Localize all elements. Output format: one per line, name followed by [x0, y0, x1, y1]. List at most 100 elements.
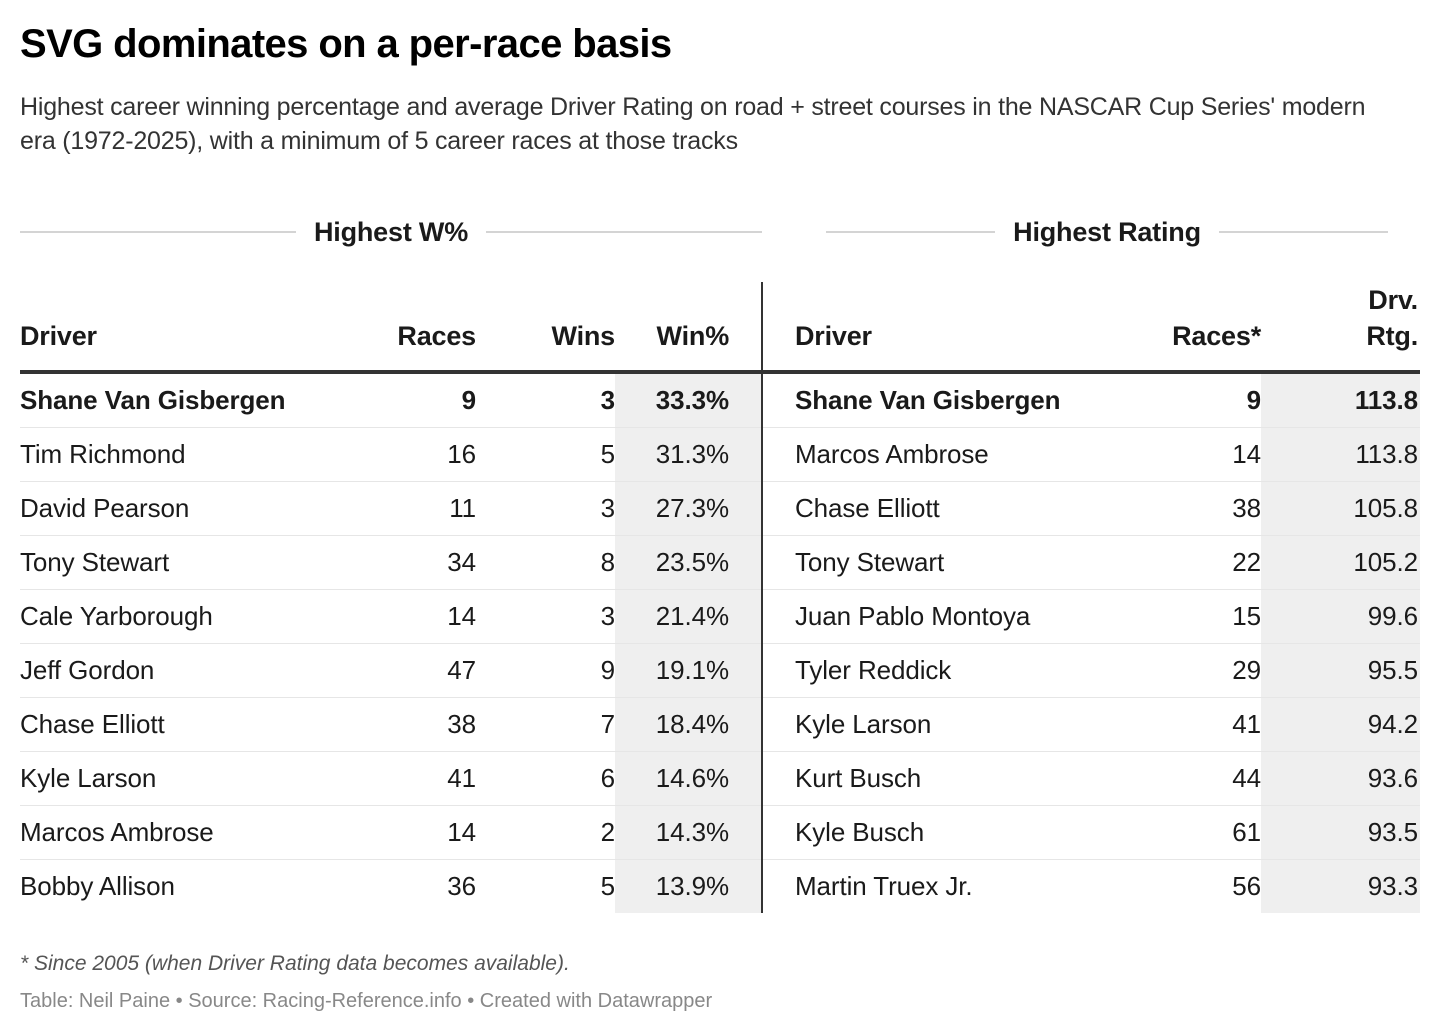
cell-driver: Tony Stewart	[762, 535, 1130, 590]
data-table: Driver Races Wins Win% Driver Races* Drv…	[20, 282, 1420, 913]
table-row: Chase Elliott 38 7 18.4% Kyle Larson 41 …	[20, 697, 1420, 752]
cell-races: 14	[1130, 427, 1261, 482]
cell-rating: 105.8	[1261, 481, 1420, 536]
table-row: Bobby Allison 36 5 13.9% Martin Truex Jr…	[20, 859, 1420, 913]
cell-wins: 5	[476, 427, 615, 482]
cell-driver: David Pearson	[20, 481, 330, 536]
rating-header-line1: Drv.	[1368, 285, 1418, 315]
cell-wins: 6	[476, 751, 615, 806]
cell-driver: Martin Truex Jr.	[795, 871, 973, 901]
group-label: Highest Rating	[1013, 216, 1201, 247]
table-row: Marcos Ambrose 14 2 14.3% Kyle Busch 61 …	[20, 805, 1420, 860]
column-header-races[interactable]: Races	[330, 282, 476, 374]
group-rule-left	[826, 231, 996, 233]
cell-rating: 99.6	[1261, 589, 1420, 644]
cell-rating: 95.5	[1261, 643, 1420, 698]
cell-win-pct: 33.3%	[615, 372, 763, 428]
cell-win-pct: 19.1%	[615, 643, 763, 698]
cell-races: 38	[1130, 481, 1261, 536]
cell-races: 29	[1130, 643, 1261, 698]
cell-wins: 8	[476, 535, 615, 590]
cell-wins: 2	[476, 805, 615, 860]
table-row: Kyle Larson 41 6 14.6% Kurt Busch 44 93.…	[20, 751, 1420, 806]
cell-driver: Kurt Busch	[762, 751, 1130, 806]
column-header-win-pct-label: Win%	[656, 321, 730, 351]
cell-wins: 3	[476, 481, 615, 536]
cell-driver: Tim Richmond	[20, 427, 330, 482]
cell-races: 22	[1130, 535, 1261, 590]
cell-win-pct: 14.6%	[615, 751, 763, 806]
cell-rating: 94.2	[1261, 697, 1420, 752]
cell-wins: 5	[600, 871, 615, 901]
cell-win-pct: 14.3%	[615, 805, 763, 860]
cell-races: 56	[1232, 871, 1261, 901]
chart-title: SVG dominates on a per-race basis	[20, 22, 672, 66]
chart-subtitle: Highest career winning percentage and av…	[20, 93, 1366, 155]
group-rule-right	[486, 231, 763, 233]
cell-win-pct: 13.9%	[615, 859, 763, 913]
cell-driver: Shane Van Gisbergen	[762, 372, 1130, 428]
cell-races: 16	[330, 427, 476, 482]
cell-driver: Kyle Larson	[20, 751, 330, 806]
cell-races: 9	[1130, 372, 1261, 428]
cell-races: 44	[1130, 751, 1261, 806]
cell-win-pct: 23.5%	[615, 535, 763, 590]
table-row: David Pearson 11 3 27.3% Chase Elliott 3…	[20, 481, 1420, 536]
cell-win-pct: 27.3%	[615, 481, 763, 536]
column-header-win-pct[interactable]: Win%	[615, 282, 763, 374]
group-rule-left	[20, 231, 296, 233]
cell-rating: 93.6	[1261, 751, 1420, 806]
header-row: Driver Races Wins Win% Driver Races* Drv…	[20, 282, 1420, 374]
table-row: Tony Stewart 34 8 23.5% Tony Stewart 22 …	[20, 535, 1420, 590]
cell-driver: Cale Yarborough	[20, 589, 330, 644]
cell-driver: Tyler Reddick	[762, 643, 1130, 698]
cell-driver: Kyle Larson	[762, 697, 1130, 752]
cell-driver: Juan Pablo Montoya	[762, 589, 1130, 644]
column-header-wins[interactable]: Wins	[476, 282, 615, 374]
cell-races: 14	[330, 805, 476, 860]
cell-driver: Marcos Ambrose	[762, 427, 1130, 482]
table-row: Shane Van Gisbergen 9 3 33.3% Shane Van …	[20, 372, 1420, 428]
cell-driver: Jeff Gordon	[20, 643, 330, 698]
cell-wins: 3	[476, 372, 615, 428]
cell-rating: 105.2	[1261, 535, 1420, 590]
cell-rating: 113.8	[1261, 372, 1420, 428]
group-rule-right	[1218, 231, 1389, 233]
column-header-driver-rating[interactable]: Drv. Rtg.	[1261, 282, 1420, 374]
source-credits: Table: Neil Paine • Source: Racing-Refer…	[20, 990, 713, 1012]
column-header-driver-rating-table[interactable]: Driver	[762, 282, 1130, 374]
cell-races: 47	[330, 643, 476, 698]
cell-win-pct: 18.4%	[615, 697, 763, 752]
cell-rating: 93.3	[1261, 859, 1420, 913]
cell-driver: Chase Elliott	[20, 697, 330, 752]
table-row: Cale Yarborough 14 3 21.4% Juan Pablo Mo…	[20, 589, 1420, 644]
cell-driver: Bobby Allison	[20, 871, 175, 901]
rating-header-line2: Rtg.	[1366, 321, 1418, 351]
column-header-driver[interactable]: Driver	[20, 282, 330, 374]
cell-win-pct: 31.3%	[615, 427, 763, 482]
column-header-races-since-2005[interactable]: Races*	[1130, 282, 1261, 374]
cell-wins: 7	[476, 697, 615, 752]
cell-races: 34	[330, 535, 476, 590]
footnote: * Since 2005 (when Driver Rating data be…	[20, 952, 570, 975]
cell-races: 9	[330, 372, 476, 428]
cell-rating: 93.5	[1261, 805, 1420, 860]
cell-races: 15	[1130, 589, 1261, 644]
cell-driver: Kyle Busch	[762, 805, 1130, 860]
group-header-highest-rating: Highest Rating	[826, 212, 1389, 252]
cell-driver: Chase Elliott	[762, 481, 1130, 536]
cell-races: 41	[1130, 697, 1261, 752]
table-row: Jeff Gordon 47 9 19.1% Tyler Reddick 29 …	[20, 643, 1420, 698]
group-header-highest-win-pct: Highest W%	[20, 212, 763, 252]
cell-driver: Tony Stewart	[20, 535, 330, 590]
cell-races: 38	[330, 697, 476, 752]
cell-driver: Marcos Ambrose	[20, 805, 330, 860]
cell-races: 61	[1130, 805, 1261, 860]
cell-wins: 3	[476, 589, 615, 644]
cell-races: 36	[447, 871, 476, 901]
cell-races: 11	[330, 481, 476, 536]
table-row: Tim Richmond 16 5 31.3% Marcos Ambrose 1…	[20, 427, 1420, 482]
cell-win-pct: 21.4%	[615, 589, 763, 644]
cell-races: 14	[330, 589, 476, 644]
cell-rating: 113.8	[1261, 427, 1420, 482]
